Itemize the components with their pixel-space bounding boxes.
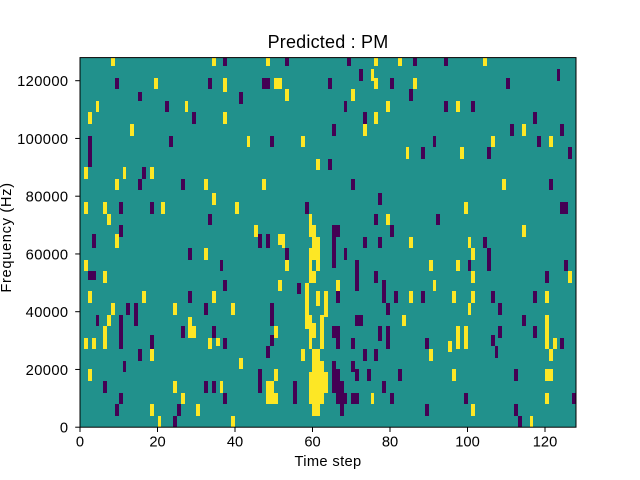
svg-text:80000: 80000 — [26, 190, 69, 206]
svg-text:120000: 120000 — [17, 74, 68, 90]
svg-text:120: 120 — [533, 435, 558, 451]
svg-text:40: 40 — [227, 435, 243, 451]
svg-text:Frequency (Hz): Frequency (Hz) — [0, 182, 15, 292]
svg-text:0: 0 — [76, 435, 84, 451]
svg-text:40000: 40000 — [26, 305, 69, 321]
svg-text:80: 80 — [382, 435, 398, 451]
svg-text:Predicted : PM: Predicted : PM — [268, 32, 389, 52]
svg-text:20000: 20000 — [26, 363, 69, 379]
svg-text:100000: 100000 — [17, 132, 68, 148]
svg-text:0: 0 — [60, 421, 69, 437]
svg-text:60000: 60000 — [26, 247, 69, 263]
svg-text:Time step: Time step — [294, 454, 361, 470]
svg-text:100: 100 — [455, 435, 480, 451]
svg-text:20: 20 — [149, 435, 165, 451]
svg-text:60: 60 — [304, 435, 320, 451]
